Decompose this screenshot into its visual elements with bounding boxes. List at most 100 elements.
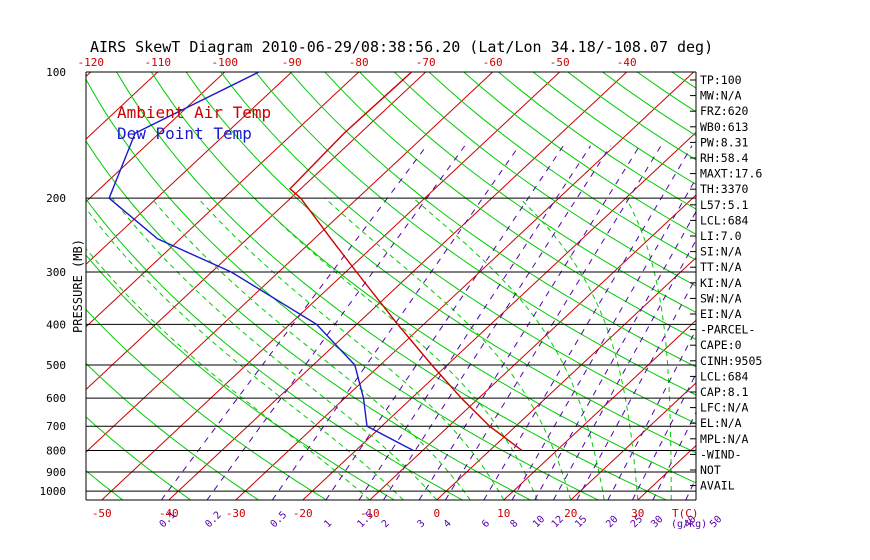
pressure-tick-label: 200: [46, 192, 66, 205]
dry-adiabat-line: [741, 72, 870, 500]
panel-entry: CAPE:0: [700, 338, 742, 352]
dry-adiabat-line: [324, 72, 696, 340]
dry-adiabat-line: [255, 72, 696, 396]
isotherm-line: [86, 72, 226, 203]
mixing-ratio-label: 4: [442, 518, 454, 530]
panel-entry: AVAIL: [700, 479, 735, 493]
pressure-tick-label: 500: [46, 359, 66, 372]
mixing-ratio-unit-label: (g/kg): [671, 519, 707, 530]
top-temp-tick-label: -110: [144, 56, 171, 69]
dry-adiabat-line: [393, 72, 696, 287]
panel-entry: KI:N/A: [700, 276, 742, 290]
dry-adiabat-line: [86, 470, 124, 500]
pressure-tick-label: 1000: [40, 485, 67, 498]
panel-entry: CINH:9505: [700, 354, 762, 368]
isotherm-line: [86, 72, 293, 265]
bottom-temp-tick-label: -10: [360, 507, 380, 520]
panel-entry: PW:8.31: [700, 135, 749, 149]
mixing-ratio-label: 8: [508, 518, 520, 530]
panel-entry: L57:5.1: [700, 198, 749, 212]
moist-adiabat-line: [151, 197, 471, 500]
moist-adiabat-line: [86, 207, 404, 500]
pressure-tick-label: 300: [46, 266, 66, 279]
panel-entry: -WIND-: [700, 447, 742, 461]
panel-entry: LI:7.0: [700, 229, 742, 243]
bottom-temp-tick-label: -20: [293, 507, 313, 520]
panel-entry: LCL:684: [700, 369, 749, 383]
isotherm-line: [0, 72, 24, 500]
mixing-ratio-line: [325, 145, 564, 500]
bottom-temp-tick-label: -50: [92, 507, 112, 520]
mixing-ratio-label: 6: [480, 518, 492, 530]
mixing-ratio-label: 2: [380, 518, 392, 530]
mixing-ratio-label: 0.5: [269, 510, 290, 531]
top-temp-tick-label: -50: [550, 56, 570, 69]
mixing-ratio-label: 30: [649, 514, 665, 530]
panel-entry: MAXT:17.6: [700, 167, 762, 181]
top-temp-tick-label: -70: [416, 56, 436, 69]
mixing-ratio-line: [444, 145, 662, 500]
mixing-ratio-line: [160, 145, 427, 500]
mixing-ratio-label: 1: [322, 518, 334, 530]
dry-adiabat-line: [289, 72, 696, 368]
bottom-temp-tick-label: -30: [226, 507, 246, 520]
mixing-ratio-line: [418, 145, 641, 500]
moist-adiabat-line: [625, 197, 672, 500]
moist-adiabat-line: [112, 197, 438, 500]
top-temp-tick-label: -90: [282, 56, 302, 69]
dry-adiabat-line: [86, 416, 191, 500]
grid-layer: [0, 72, 870, 500]
mixing-ratio-label: 20: [604, 514, 620, 530]
isotherm-line: [570, 382, 696, 500]
panel-entry: RH:58.4: [700, 151, 749, 165]
panel-entry: TH:3370: [700, 182, 749, 196]
top-temp-tick-label: -100: [211, 56, 238, 69]
temperature-profile-line: [288, 72, 523, 452]
dry-adiabat-line: [463, 72, 696, 235]
isotherm-line: [101, 72, 561, 500]
panel-entry: -PARCEL-: [700, 323, 755, 337]
bottom-temp-tick-label: 30: [631, 507, 644, 520]
dry-adiabat-line: [86, 254, 395, 500]
panel-entry: LCL:684: [700, 213, 749, 227]
bottom-temp-tick-label: 20: [564, 507, 577, 520]
mixing-ratio-line: [358, 145, 591, 500]
moist-adiabat-line: [324, 197, 572, 500]
moist-adiabat-line: [519, 197, 639, 500]
moist-adiabat-line: [197, 197, 505, 500]
moist-adiabat-line: [86, 247, 371, 500]
dry-adiabat-line: [359, 72, 696, 313]
isotherm-line: [86, 72, 427, 391]
panel-entry: EL:N/A: [700, 416, 742, 430]
mixing-ratio-line: [652, 411, 696, 500]
pressure-tick-label: 100: [46, 66, 66, 79]
legend-ambient-air-temp: Ambient Air Temp: [117, 103, 271, 122]
dry-adiabat-line: [776, 72, 870, 500]
panel-entry: MPL:N/A: [700, 432, 749, 446]
dry-adiabat-line: [498, 72, 696, 210]
isotherm-line: [839, 72, 870, 500]
dry-adiabat-line: [428, 72, 696, 261]
y-axis-label: PRESSURE (MB): [71, 239, 85, 333]
bottom-temp-tick-label: -40: [159, 507, 179, 520]
dry-adiabat-line: [636, 72, 696, 113]
pressure-tick-label: 700: [46, 420, 66, 433]
pressure-tick-label: 900: [46, 466, 66, 479]
panel-entry: TP:100: [700, 73, 742, 87]
mixing-ratio-line: [206, 145, 466, 500]
mixing-ratio-label: 50: [708, 514, 724, 530]
dry-adiabat-line: [86, 140, 531, 500]
moist-adiabat-line: [254, 197, 538, 500]
panel-entry: LFC:N/A: [700, 401, 749, 415]
dry-adiabat-line: [116, 72, 667, 500]
panel-entry: MW:N/A: [700, 89, 742, 103]
top-temp-tick-label: -60: [483, 56, 503, 69]
top-temp-tick-label: -80: [349, 56, 369, 69]
dry-adiabat-line: [86, 362, 259, 500]
panel-entry: TT:N/A: [700, 260, 742, 274]
panel-entry: WB0:613: [700, 120, 749, 134]
panel-entry: CAP:8.1: [700, 385, 749, 399]
dry-adiabat-line: [86, 78, 599, 500]
